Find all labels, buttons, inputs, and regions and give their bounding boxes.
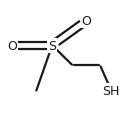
Text: O: O (7, 39, 17, 52)
Text: S: S (48, 39, 56, 52)
Text: SH: SH (102, 84, 120, 97)
Text: O: O (81, 15, 91, 28)
